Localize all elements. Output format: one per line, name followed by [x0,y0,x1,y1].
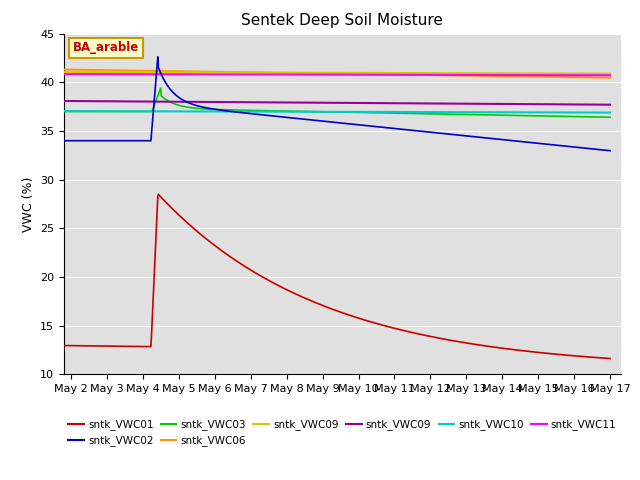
Legend: sntk_VWC01, sntk_VWC02, sntk_VWC03, sntk_VWC06, sntk_VWC09, sntk_VWC09, sntk_VWC: sntk_VWC01, sntk_VWC02, sntk_VWC03, sntk… [64,415,621,451]
Y-axis label: VWC (%): VWC (%) [22,176,35,232]
Text: BA_arable: BA_arable [73,41,140,54]
Title: Sentek Deep Soil Moisture: Sentek Deep Soil Moisture [241,13,444,28]
